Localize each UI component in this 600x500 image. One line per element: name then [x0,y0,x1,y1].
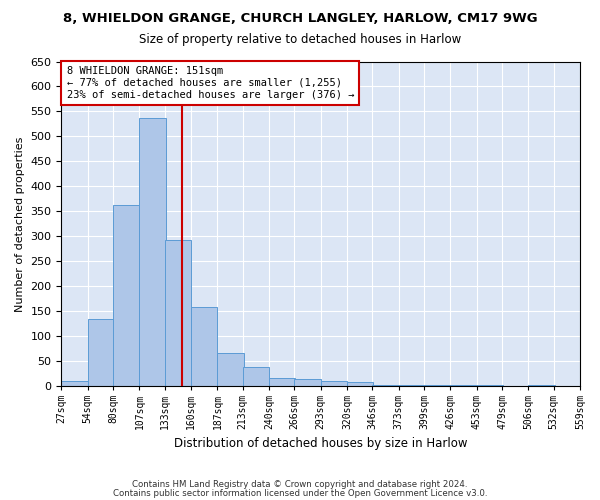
Bar [295,380,321,386]
Bar [139,118,166,386]
Text: 8, WHIELDON GRANGE, CHURCH LANGLEY, HARLOW, CM17 9WG: 8, WHIELDON GRANGE, CHURCH LANGLEY, HARL… [62,12,538,26]
Bar [61,382,88,386]
Text: 8 WHIELDON GRANGE: 151sqm
← 77% of detached houses are smaller (1,255)
23% of se: 8 WHIELDON GRANGE: 151sqm ← 77% of detac… [67,66,354,100]
Bar [424,385,451,386]
Bar [398,385,425,386]
X-axis label: Distribution of detached houses by size in Harlow: Distribution of detached houses by size … [174,437,467,450]
Bar [476,385,503,386]
Bar [191,307,217,386]
Bar [269,378,295,386]
Bar [165,240,191,386]
Bar [88,319,114,386]
Bar [451,385,476,386]
Bar [243,368,269,386]
Bar [113,205,139,386]
Text: Size of property relative to detached houses in Harlow: Size of property relative to detached ho… [139,32,461,46]
Bar [529,385,554,386]
Bar [321,382,347,386]
Bar [347,382,373,386]
Y-axis label: Number of detached properties: Number of detached properties [15,136,25,312]
Text: Contains public sector information licensed under the Open Government Licence v3: Contains public sector information licen… [113,488,487,498]
Bar [217,353,244,386]
Bar [373,385,398,386]
Text: Contains HM Land Registry data © Crown copyright and database right 2024.: Contains HM Land Registry data © Crown c… [132,480,468,489]
